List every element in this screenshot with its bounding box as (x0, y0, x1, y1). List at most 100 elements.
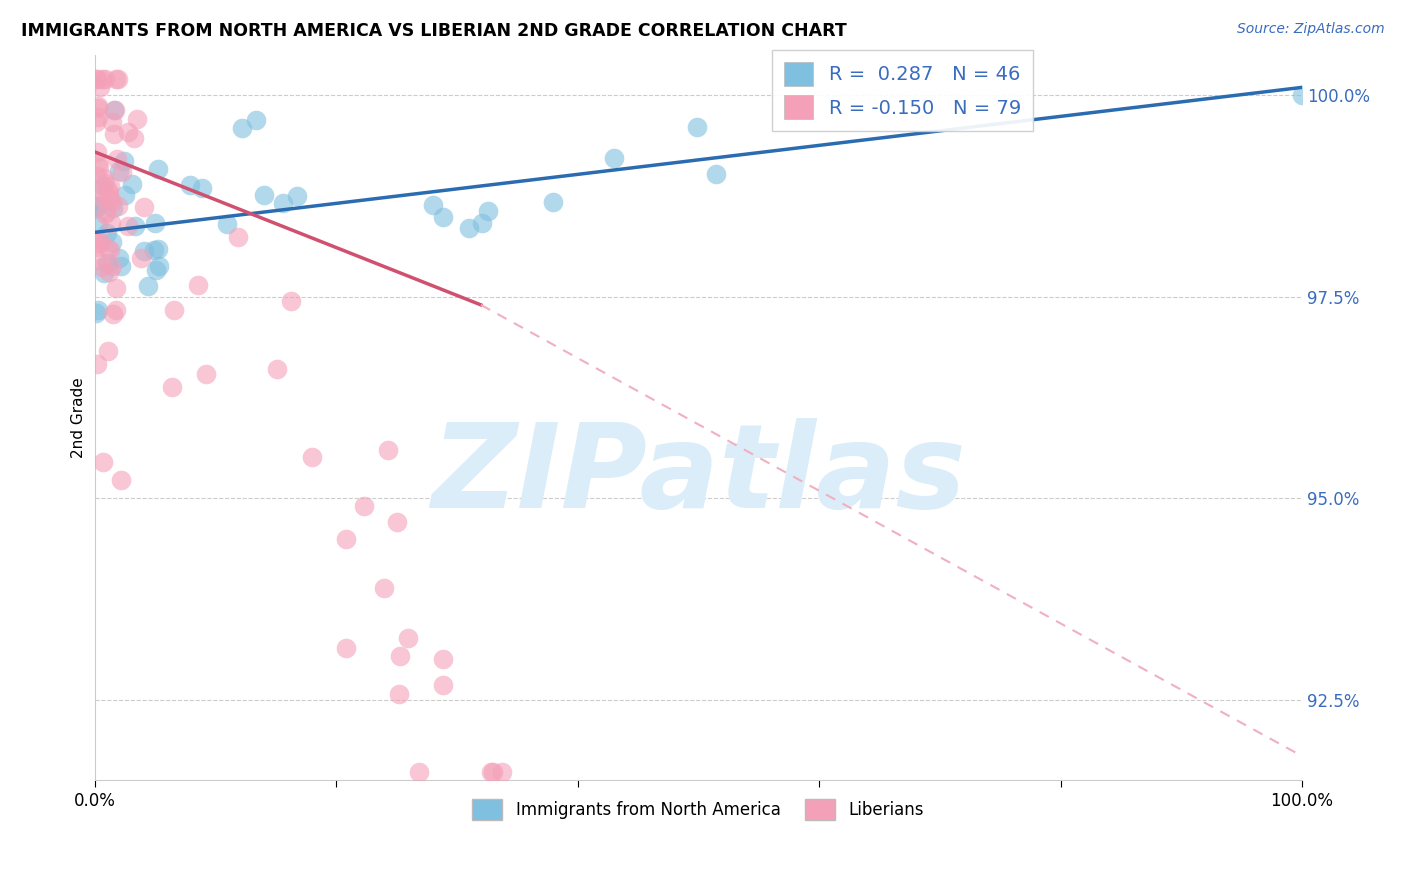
Point (108, 251, 131, 265)
Text: Source: ZipAtlas.com: Source: ZipAtlas.com (1237, 22, 1385, 37)
Point (96, 205, 118, 219)
Point (124, 219, 146, 233)
Point (385, 516, 408, 530)
Point (280, 293, 302, 308)
Point (195, 368, 218, 382)
Text: ZIPatlas: ZIPatlas (430, 418, 966, 533)
Point (87, 303, 110, 318)
Point (84, 72, 107, 87)
Point (103, 307, 125, 321)
Point (84, 252, 107, 267)
Point (89, 80, 111, 95)
Point (96, 256, 118, 270)
Point (477, 203, 499, 218)
Point (686, 120, 709, 135)
Point (101, 195, 124, 210)
Point (93, 266, 115, 280)
Point (603, 151, 626, 165)
Point (94, 72, 117, 87)
Point (491, 765, 513, 780)
Point (146, 161, 169, 176)
Point (704, 168, 727, 182)
Point (86, 145, 108, 159)
Point (245, 113, 267, 128)
Point (122, 130, 145, 145)
Point (86, 232, 108, 246)
Point (97, 343, 120, 358)
Point (105, 153, 128, 167)
Point (117, 219, 139, 234)
Point (98, 265, 121, 279)
Legend: Immigrants from North America, Liberians: Immigrants from North America, Liberians (465, 793, 931, 826)
Point (87, 190, 110, 204)
Point (87, 101, 110, 115)
Point (471, 216, 494, 230)
Point (103, 127, 125, 141)
Point (91, 260, 114, 274)
Point (107, 199, 129, 213)
Point (422, 198, 444, 212)
Point (231, 120, 253, 135)
Point (97, 187, 120, 202)
Point (84, 240, 107, 254)
Point (432, 210, 454, 224)
Point (86, 72, 108, 87)
Point (87, 199, 110, 213)
Point (98, 192, 121, 206)
Point (187, 278, 209, 293)
Point (335, 640, 357, 655)
Point (145, 263, 167, 277)
Point (432, 677, 454, 691)
Point (86, 169, 108, 183)
Point (100, 235, 122, 249)
Point (91, 455, 114, 469)
Point (432, 652, 454, 666)
Point (87, 99, 110, 113)
Point (84, 199, 107, 213)
Point (266, 362, 288, 376)
Point (134, 244, 156, 258)
Point (148, 242, 170, 256)
Point (143, 243, 166, 257)
Point (101, 201, 124, 215)
Point (97, 183, 120, 197)
Point (84, 201, 107, 215)
Point (101, 115, 124, 129)
Point (98, 178, 121, 193)
Point (87, 110, 110, 124)
Point (132, 200, 155, 214)
Point (104, 103, 127, 117)
Point (543, 194, 565, 209)
Point (107, 72, 129, 87)
Point (94, 207, 117, 221)
Point (457, 221, 479, 235)
Point (105, 281, 128, 295)
Point (481, 765, 503, 780)
Point (98, 244, 121, 258)
Point (389, 649, 412, 664)
Point (377, 443, 399, 458)
Point (136, 278, 159, 293)
Point (301, 450, 323, 464)
Point (191, 180, 214, 194)
Point (108, 164, 131, 178)
Point (87, 160, 110, 174)
Point (285, 189, 308, 203)
Point (388, 687, 411, 701)
Point (479, 765, 502, 780)
Point (1291, 88, 1313, 103)
Point (127, 112, 149, 126)
Point (215, 218, 238, 232)
Point (253, 188, 276, 202)
Point (110, 259, 132, 273)
Point (96, 226, 118, 240)
Point (396, 631, 419, 645)
Point (87, 218, 110, 232)
Point (89, 187, 111, 202)
Point (87, 156, 110, 170)
Point (117, 125, 139, 139)
Point (100, 259, 122, 273)
Point (148, 259, 170, 273)
Point (179, 178, 201, 192)
Point (114, 188, 136, 202)
